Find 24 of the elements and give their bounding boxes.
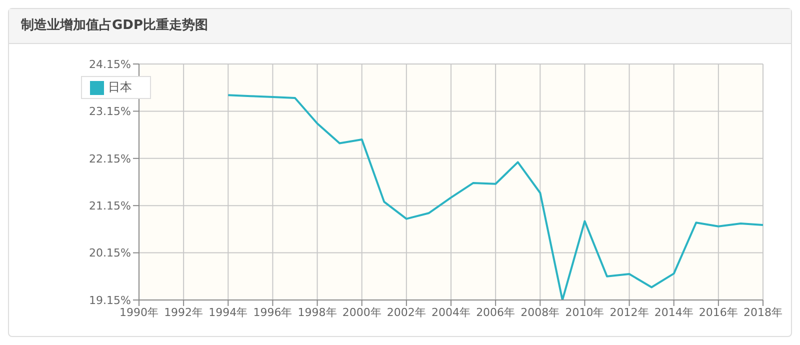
x-tick-label: 1992年 xyxy=(164,306,204,319)
x-tick-label: 1994年 xyxy=(208,306,248,319)
x-tick-label: 2012年 xyxy=(610,306,649,319)
x-tick-label: 2002年 xyxy=(386,306,426,319)
y-tick-label: 23.15% xyxy=(89,105,131,118)
x-tick-label: 1996年 xyxy=(253,306,292,319)
x-tick-label: 2000年 xyxy=(342,306,382,319)
x-tick-label: 1998年 xyxy=(298,306,337,319)
x-tick-label: 2010年 xyxy=(565,306,604,319)
y-tick-label: 20.15% xyxy=(89,246,131,260)
line-series xyxy=(227,94,763,300)
x-tick-label: 2006年 xyxy=(476,306,516,319)
y-tick-label: 22.15% xyxy=(89,152,131,166)
x-tick-label: 2004年 xyxy=(432,306,470,319)
y-tick-label: 21.15% xyxy=(89,200,131,213)
x-tick-label: 2008年 xyxy=(520,306,560,319)
y-tick-label: 19.15% xyxy=(89,294,131,307)
x-tick-label: 2016年 xyxy=(698,306,738,319)
y-tick-label: 24.15% xyxy=(89,58,131,71)
x-tick-label: 1990年 xyxy=(120,306,158,319)
legend-label: 日本 xyxy=(108,80,132,94)
x-tick-label: 2018年 xyxy=(744,306,782,319)
x-tick-label: 2014年 xyxy=(654,306,694,319)
chart-title: 制造业增加值占GDP比重走势图 xyxy=(9,9,791,44)
